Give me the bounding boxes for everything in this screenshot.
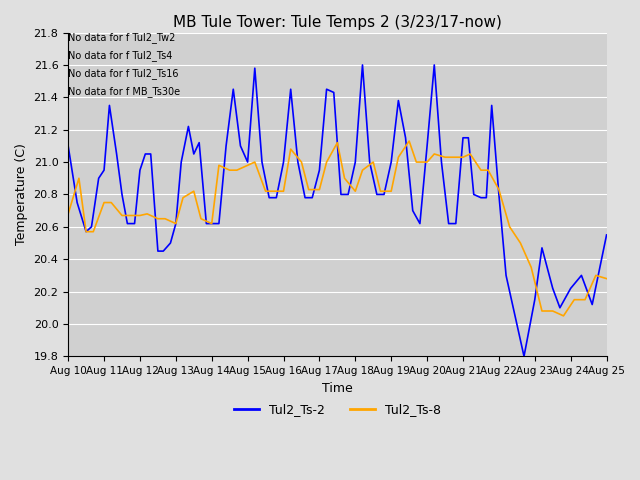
Tul2_Ts-2 — [520, 353, 528, 359]
Title: MB Tule Tower: Tule Temps 2 (3/23/17-now): MB Tule Tower: Tule Temps 2 (3/23/17-now… — [173, 15, 502, 30]
Tul2_Ts-2 — [64, 143, 72, 149]
Tul2_Ts-8 — [449, 155, 456, 160]
Tul2_Ts-2 — [323, 86, 330, 92]
Tul2_Ts-2 — [409, 208, 417, 214]
Tul2_Ts-8 — [197, 216, 205, 222]
Tul2_Ts-2 — [229, 86, 237, 92]
Tul2_Ts-8 — [559, 313, 567, 319]
Tul2_Ts-2 — [358, 62, 366, 68]
Tul2_Ts-2 — [603, 232, 611, 238]
Text: No data for f Tul2_Ts4: No data for f Tul2_Ts4 — [68, 50, 173, 61]
Tul2_Ts-8 — [143, 211, 151, 217]
Text: No data for f MB_Ts30e: No data for f MB_Ts30e — [68, 86, 180, 97]
Text: No data for f Tul2_Ts16: No data for f Tul2_Ts16 — [68, 68, 179, 79]
X-axis label: Time: Time — [322, 382, 353, 395]
Text: No data for f Tul2_Tw2: No data for f Tul2_Tw2 — [68, 33, 175, 44]
Tul2_Ts-8 — [603, 276, 611, 281]
Tul2_Ts-2 — [394, 97, 402, 103]
Line: Tul2_Ts-8: Tul2_Ts-8 — [68, 141, 607, 316]
Tul2_Ts-8 — [118, 213, 126, 218]
Tul2_Ts-8 — [333, 140, 341, 145]
Legend: Tul2_Ts-2, Tul2_Ts-8: Tul2_Ts-2, Tul2_Ts-8 — [229, 398, 446, 421]
Tul2_Ts-8 — [64, 211, 72, 217]
Tul2_Ts-2 — [113, 151, 120, 157]
Tul2_Ts-2 — [477, 195, 484, 201]
Tul2_Ts-8 — [405, 138, 413, 144]
Line: Tul2_Ts-2: Tul2_Ts-2 — [68, 65, 607, 356]
Y-axis label: Temperature (C): Temperature (C) — [15, 144, 28, 245]
Tul2_Ts-8 — [83, 229, 90, 235]
